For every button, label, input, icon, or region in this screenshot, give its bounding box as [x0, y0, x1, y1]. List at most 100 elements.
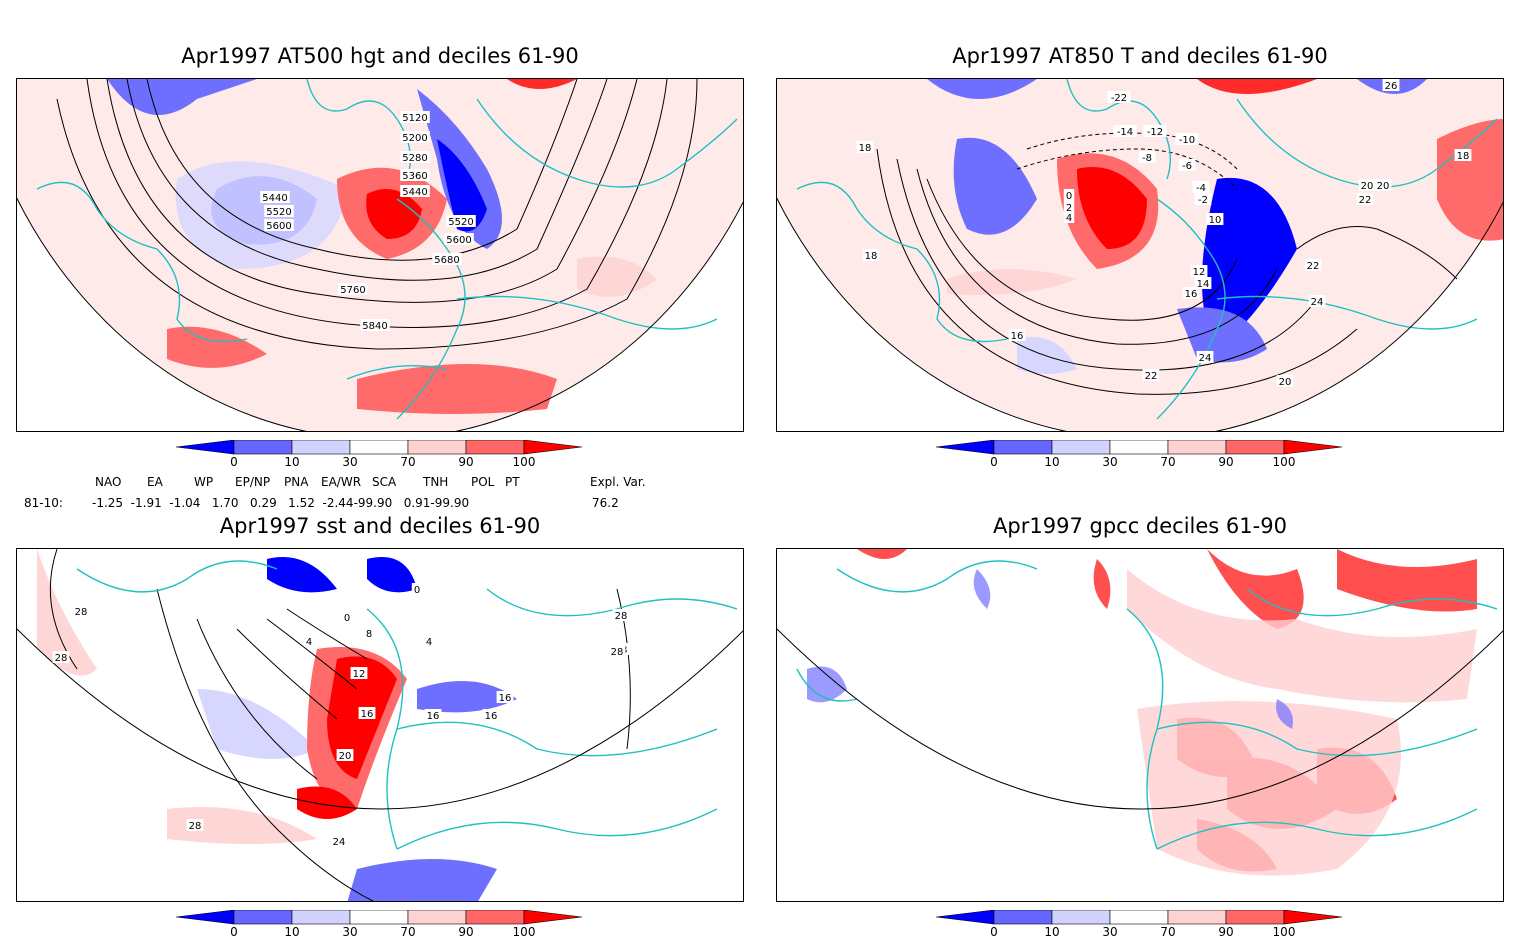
- contour-label: 12: [353, 669, 366, 680]
- contour-label: 5520: [266, 207, 291, 218]
- contour-label-bg: [608, 645, 626, 657]
- contour-label-bg: [1304, 259, 1322, 271]
- contour-label-bg: [1138, 151, 1156, 163]
- colorbar-tick-label: 30: [342, 455, 358, 469]
- contour-label-bg: [1063, 189, 1075, 201]
- contour-label-bg: [360, 319, 390, 331]
- contour-label: 2: [1066, 203, 1072, 214]
- contour-label-bg: [1308, 295, 1326, 307]
- colorbar-segment-2: [1051, 910, 1111, 925]
- contour-label: 5360: [402, 171, 427, 182]
- colorbar-swatches: [936, 440, 1343, 455]
- colorbar-tick-label: 30: [1102, 455, 1118, 469]
- contour-label: 0: [344, 613, 350, 624]
- contour-label: 5200: [402, 133, 427, 144]
- colorbar-segment-6: [523, 440, 583, 455]
- colorbar-tick-label: 70: [400, 455, 416, 469]
- contour-label: 22: [1359, 195, 1372, 206]
- panel-title-t850: Apr1997 AT850 T and deciles 61-90: [952, 44, 1328, 68]
- contour-label: 28: [615, 611, 628, 622]
- colorbar-segment-0: [936, 440, 995, 455]
- contour-label-bg: [612, 609, 630, 621]
- colorbar-segment-5: [1225, 910, 1285, 925]
- contour-label: 16: [499, 693, 512, 704]
- contour-label-bg: [1178, 159, 1196, 171]
- index-header-4: PNA: [284, 475, 309, 489]
- contour-label-bg: [1194, 277, 1212, 289]
- colorbar-swatches: [176, 910, 583, 925]
- contour-label: -14: [1117, 127, 1133, 138]
- contour-label-bg: [1454, 149, 1472, 161]
- contour-label: 20: [1361, 181, 1374, 192]
- colorbar-segment-3: [1109, 910, 1169, 925]
- colorbar-tick-label: 0: [990, 455, 998, 469]
- contour-label: 24: [1311, 297, 1324, 308]
- contour-label-bg: [1107, 91, 1131, 103]
- contour-label: 5280: [402, 153, 427, 164]
- map-panel-sst: 2828282828280044812161616162024: [16, 548, 744, 902]
- contour-label-bg: [1356, 193, 1374, 205]
- contour-label: 10: [1209, 215, 1222, 226]
- contour-label: -6: [1182, 161, 1192, 172]
- contour-label-bg: [260, 191, 290, 203]
- contour-label: -2: [1198, 195, 1208, 206]
- colorbar-segment-1: [233, 910, 293, 925]
- contour-label-bg: [400, 151, 430, 163]
- colorbar-t850: 0 10 30 70 90 100: [936, 440, 1366, 480]
- contour-label: -4: [1196, 183, 1206, 194]
- contour-label-bg: [1206, 213, 1224, 225]
- contour-label: 5840: [362, 321, 387, 332]
- map-gpcc-svg: [777, 549, 1503, 901]
- contour-label: 16: [361, 709, 374, 720]
- contour-label: 18: [865, 251, 878, 262]
- contour-label-bg: [424, 709, 442, 721]
- contour-label-bg: [330, 835, 348, 847]
- contour-label-bg: [446, 215, 476, 227]
- contour-label-bg: [856, 141, 874, 153]
- contour-label-bg: [1196, 351, 1214, 363]
- map-panel-z500: 5120 5200 5280 5360 5440 5440 5520 5520 5600 5600…: [16, 78, 744, 432]
- colorbar-segment-3: [349, 440, 409, 455]
- contour-label-bg: [1142, 369, 1160, 381]
- contour-label-bg: [411, 583, 423, 595]
- index-header-5: EA/WR: [321, 475, 362, 489]
- contour-label: 22: [1307, 261, 1320, 272]
- panel-title-sst: Apr1997 sst and deciles 61-90: [219, 514, 541, 538]
- colorbar-segment-0: [176, 910, 235, 925]
- contour-label-bg: [1382, 79, 1400, 91]
- contour-label: 5440: [262, 193, 287, 204]
- colorbar-segment-3: [349, 910, 409, 925]
- contour-label: 18: [859, 143, 872, 154]
- contour-label: 26: [1385, 81, 1398, 92]
- contour-label: -12: [1147, 127, 1163, 138]
- contour-label: 16: [1185, 289, 1198, 300]
- index-header-10: Expl. Var.: [590, 475, 646, 489]
- contour-label-bg: [1182, 287, 1200, 299]
- contour-label: 28: [55, 653, 68, 664]
- contour-label: 16: [427, 711, 440, 722]
- colorbar-segment-0: [936, 910, 995, 925]
- contour-label-bg: [1008, 329, 1026, 341]
- contour-label: -10: [1179, 135, 1195, 146]
- colorbar-segment-6: [1283, 910, 1343, 925]
- colorbar-tick-label: 70: [1160, 925, 1176, 939]
- contour-label: 28: [189, 821, 202, 832]
- colorbar-tick-label: 100: [1272, 455, 1296, 469]
- colorbar-segment-0: [176, 440, 235, 455]
- colorbar-tick-label: 90: [1218, 455, 1234, 469]
- contour-label-bg: [482, 709, 500, 721]
- index-header-7: TNH: [423, 475, 449, 489]
- contour-label: 0: [1066, 191, 1072, 202]
- colorbar-tick-label: 90: [458, 925, 474, 939]
- colorbar-segment-4: [1167, 910, 1227, 925]
- contour-label-bg: [1143, 125, 1167, 137]
- index-header-0: NAO: [95, 475, 122, 489]
- contour-label: 20: [339, 751, 352, 762]
- colorbar-segment-1: [993, 440, 1053, 455]
- contour-label: 0: [414, 585, 420, 596]
- contour-label: 18: [1457, 151, 1470, 162]
- contour-label-bg: [303, 635, 315, 647]
- indices-values: -1.25 -1.91 -1.04 1.70 0.29 1.52 -2.44-9…: [92, 496, 470, 510]
- contour-label-bg: [336, 749, 354, 761]
